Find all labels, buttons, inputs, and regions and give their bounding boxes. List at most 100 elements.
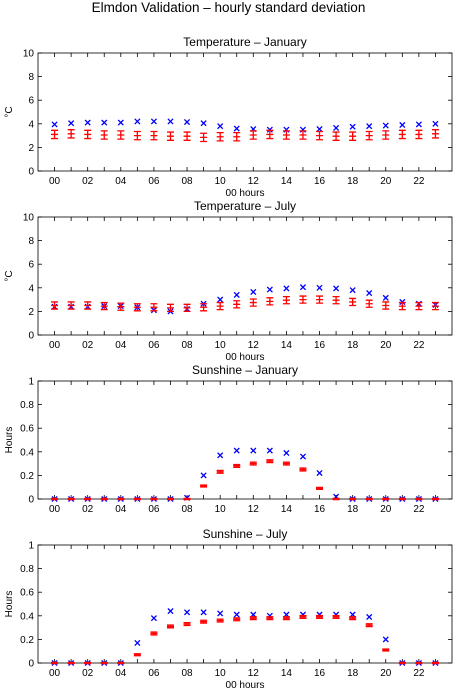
data-point-errorbar [415, 301, 423, 311]
data-point-errorbar [100, 301, 108, 311]
y-tick-label: 6 [28, 260, 34, 271]
data-point-errorbar [166, 303, 174, 313]
y-tick-label: 0.2 [20, 635, 34, 646]
x-tick-label: 14 [281, 668, 293, 679]
x-tick-label: 16 [314, 176, 326, 187]
data-point-errorbar [299, 295, 307, 304]
data-point-x-marker [84, 119, 91, 126]
data-point-errorbar [316, 295, 324, 304]
x-tick-label: 20 [380, 340, 392, 351]
data-point-errorbar [316, 486, 324, 490]
y-tick-label: 0.6 [20, 588, 34, 599]
data-point-errorbar [233, 300, 241, 309]
data-point-errorbar [266, 616, 274, 621]
data-point-x-marker [183, 118, 191, 126]
data-point-errorbar [183, 621, 191, 627]
plot-frame-3 [37, 380, 453, 500]
data-point-errorbar [398, 497, 406, 501]
subplot-title-2: Temperature – July [194, 199, 296, 213]
data-point-x-marker [233, 611, 240, 618]
data-point-errorbar [51, 497, 59, 501]
data-point-x-marker [233, 447, 240, 454]
data-point-x-marker [183, 609, 191, 616]
data-point-x-marker [382, 294, 389, 301]
data-point-x-marker [266, 286, 273, 293]
x-tick-label: 18 [347, 340, 359, 351]
data-point-errorbar [349, 497, 357, 501]
y-tick-label: 0.2 [20, 471, 34, 482]
x-tick-label: 08 [181, 176, 193, 187]
data-point-errorbar [216, 132, 224, 142]
data-point-x-marker [415, 121, 422, 128]
data-point-errorbar [332, 131, 340, 141]
data-point-errorbar [332, 614, 340, 620]
x-tick-label: 12 [248, 504, 260, 515]
x-tick-label: 22 [413, 504, 425, 515]
data-point-errorbar [282, 461, 290, 466]
x-tick-label: 16 [314, 340, 326, 351]
data-point-errorbar [431, 497, 439, 501]
y-tick-label: 8 [28, 72, 34, 83]
data-point-errorbar [67, 301, 75, 310]
subplot-title-3: Sunshine – January [192, 363, 298, 377]
data-point-errorbar [150, 497, 158, 501]
x-tick-label: 22 [413, 340, 425, 351]
data-point-errorbar [431, 129, 439, 139]
x-tick-label: 10 [215, 504, 227, 515]
data-point-x-marker [432, 120, 439, 127]
data-point-errorbar [431, 301, 439, 311]
y-tick-label: 1 [28, 377, 34, 388]
data-point-errorbar [398, 661, 406, 665]
x-tick-label: 22 [413, 668, 425, 679]
data-point-x-marker [333, 285, 340, 292]
data-point-x-marker [134, 118, 141, 125]
data-point-errorbar [332, 497, 340, 501]
x-tick-label: 04 [115, 668, 127, 679]
data-point-errorbar [150, 631, 158, 636]
data-point-errorbar [382, 130, 390, 140]
data-point-errorbar [150, 303, 158, 312]
data-point-errorbar [216, 301, 224, 311]
data-point-errorbar [266, 459, 274, 464]
data-point-errorbar [249, 461, 257, 466]
y-tick-label: 0.6 [20, 424, 34, 435]
data-point-x-marker [399, 121, 406, 129]
data-point-errorbar [84, 661, 92, 665]
y-tick-label: 0 [28, 167, 34, 178]
data-point-x-marker [266, 447, 273, 454]
x-tick-label: 10 [215, 340, 227, 351]
x-tick-label: 06 [148, 340, 160, 351]
y-tick-label: 0.4 [20, 611, 34, 622]
x-tick-label: 08 [181, 504, 193, 515]
data-point-errorbar [133, 303, 141, 312]
data-point-x-marker [233, 125, 240, 132]
x-tick-label: 04 [115, 504, 127, 515]
x-tick-label: 20 [380, 668, 392, 679]
data-point-errorbar [183, 497, 191, 501]
data-point-x-marker [117, 119, 124, 126]
data-point-x-marker [382, 122, 389, 129]
x-tick-label: 06 [148, 504, 160, 515]
data-point-errorbar [316, 614, 324, 620]
x-tick-label: 16 [314, 668, 326, 679]
data-point-errorbar [216, 469, 224, 474]
data-point-errorbar [200, 619, 208, 624]
x-tick-label: 04 [115, 340, 127, 351]
data-point-x-marker [366, 123, 373, 130]
data-point-errorbar [117, 497, 125, 501]
data-point-errorbar [233, 132, 241, 142]
data-point-errorbar [166, 624, 174, 629]
y-tick-label: 8 [28, 236, 34, 247]
data-point-x-marker [217, 610, 224, 617]
data-point-errorbar [67, 661, 75, 665]
y-tick-label: 10 [23, 49, 35, 60]
x-tick-label: 02 [82, 176, 94, 187]
data-point-errorbar [100, 661, 108, 665]
x-tick-label: 02 [82, 668, 94, 679]
x-axis-label: 00 hours [226, 188, 265, 199]
data-point-errorbar [365, 299, 373, 308]
data-point-x-marker [349, 123, 356, 130]
data-point-x-marker [333, 124, 340, 131]
data-point-errorbar [266, 129, 274, 140]
